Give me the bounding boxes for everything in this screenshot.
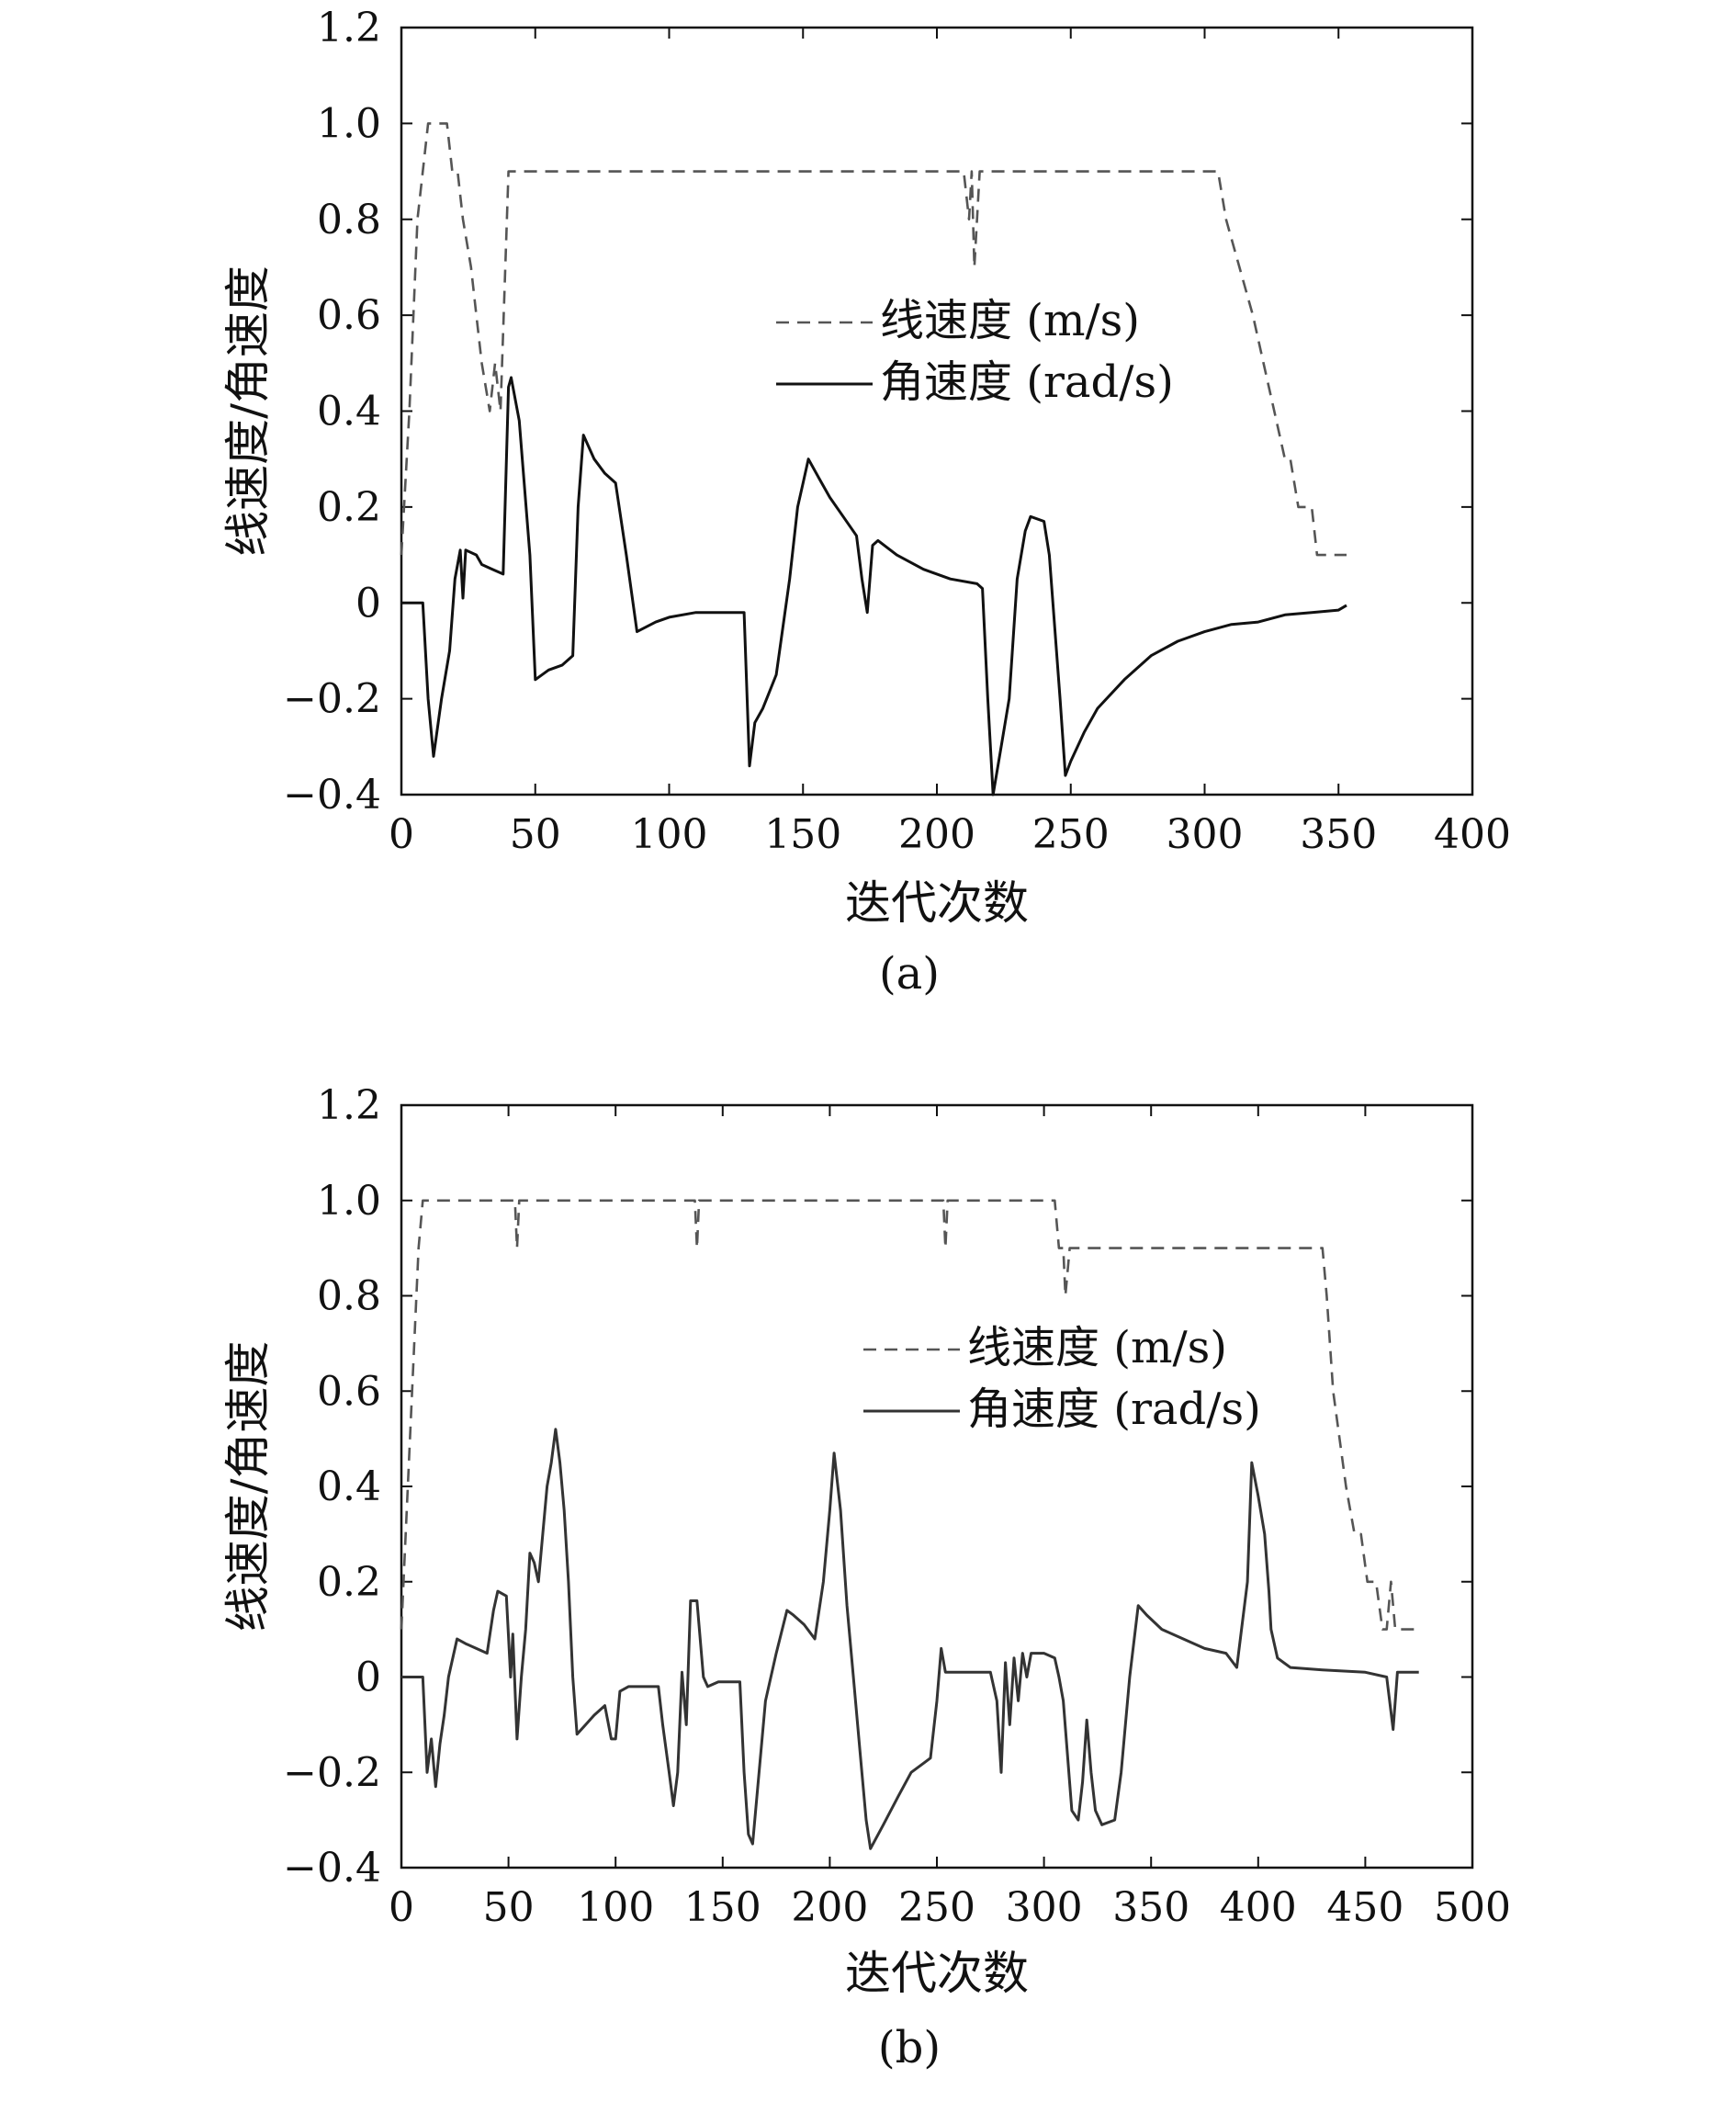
x-tick-label: 450 — [1326, 1884, 1403, 1931]
y-tick-label: −0.4 — [283, 772, 381, 819]
panel-caption: (a) — [879, 948, 940, 1000]
y-tick-label: −0.2 — [283, 1749, 381, 1796]
y-tick-label: 0.8 — [317, 1273, 381, 1320]
y-tick-label: 0.2 — [317, 1559, 381, 1606]
y-tick-label: 1.2 — [317, 5, 381, 51]
legend-label: 角速度 (rad/s) — [967, 1384, 1261, 1435]
y-axis-label: 线速度/角速度 — [221, 1341, 275, 1632]
y-tick-label: 1.2 — [317, 1082, 381, 1129]
x-tick-label: 400 — [1220, 1884, 1297, 1931]
y-tick-label: 0.8 — [317, 197, 381, 243]
y-tick-label: 0.4 — [317, 389, 381, 435]
x-tick-label: 500 — [1434, 1884, 1511, 1931]
y-tick-label: 0 — [355, 1655, 381, 1701]
panel-caption: (b) — [878, 2022, 941, 2073]
y-tick-label: 0.2 — [317, 484, 381, 531]
y-tick-label: 0 — [355, 580, 381, 627]
x-axis-label: 迭代次数 — [845, 876, 1029, 930]
y-tick-label: 0.6 — [317, 1368, 381, 1415]
x-tick-label: 200 — [791, 1884, 868, 1931]
y-axis-label: 线速度/角速度 — [221, 265, 275, 557]
x-tick-label: 250 — [1032, 811, 1110, 858]
y-tick-label: −0.2 — [283, 676, 381, 723]
legend-label: 角速度 (rad/s) — [880, 356, 1174, 408]
x-tick-label: 150 — [764, 811, 841, 858]
series-line-linear-velocity — [400, 122, 1347, 557]
x-tick-label: 50 — [510, 811, 561, 858]
x-tick-label: 100 — [577, 1884, 654, 1931]
series-line-angular-velocity — [401, 376, 1347, 796]
x-tick-label: 300 — [1167, 811, 1244, 858]
x-tick-label: 0 — [389, 1884, 414, 1931]
y-tick-label: 1.0 — [317, 100, 381, 147]
y-tick-label: 0.6 — [317, 292, 381, 339]
legend-label: 线速度 (m/s) — [880, 295, 1140, 346]
x-tick-label: 200 — [898, 811, 975, 858]
x-tick-label: 100 — [631, 811, 708, 858]
x-tick-label: 50 — [483, 1884, 535, 1931]
x-tick-label: 0 — [389, 811, 414, 858]
y-tick-label: −0.4 — [283, 1845, 381, 1892]
x-tick-label: 400 — [1434, 811, 1511, 858]
legend-label: 线速度 (m/s) — [967, 1322, 1227, 1373]
y-tick-label: 1.0 — [317, 1178, 381, 1225]
x-tick-label: 350 — [1300, 811, 1377, 858]
series-line-linear-velocity — [400, 1199, 1419, 1631]
series-line-angular-velocity — [401, 1428, 1419, 1850]
y-tick-label: 0.4 — [317, 1463, 381, 1510]
chart-panel-b: 0 50 100 150 200 250 300 350 400 450 500 −0.4 −0.2 0 0… — [221, 1082, 1511, 2073]
x-tick-label: 350 — [1112, 1884, 1189, 1931]
x-tick-label: 250 — [898, 1884, 975, 1931]
x-axis-label: 迭代次数 — [845, 1947, 1029, 2000]
x-tick-label: 150 — [684, 1884, 761, 1931]
x-tick-label: 300 — [1006, 1884, 1083, 1931]
chart-panel-a: 0 50 100 150 200 250 300 350 400 −0.4 −0.2 0 0.2 0.4 0… — [221, 5, 1511, 1000]
